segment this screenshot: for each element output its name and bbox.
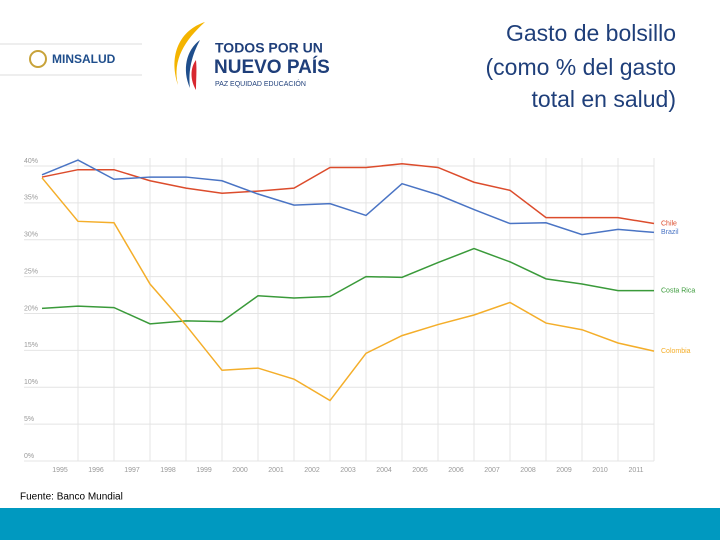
chart-title: (como % del gasto: [486, 54, 676, 80]
x-tick-label: 2002: [304, 467, 320, 474]
y-tick-label: 5%: [24, 416, 34, 423]
x-tick-label: 2009: [556, 467, 572, 474]
x-tick-label: 2008: [520, 467, 536, 474]
series-line: [41, 247, 654, 325]
x-tick-label: 1996: [88, 467, 104, 474]
source: Fuente: Banco Mundial: [20, 492, 123, 503]
x-tick-label: 2000: [232, 467, 248, 474]
series-line: [41, 163, 655, 225]
y-tick-label: 35%: [24, 195, 38, 202]
x-tick-label: 2005: [412, 467, 428, 474]
footer-bar: [0, 508, 720, 540]
y-tick-label: 15%: [24, 342, 38, 349]
x-tick-label: 2001: [268, 467, 284, 474]
logo-swoosh: [174, 22, 205, 85]
x-tick-label: 2003: [340, 467, 356, 474]
x-tick-label: 2006: [448, 467, 464, 474]
y-tick-label: 10%: [24, 379, 38, 386]
plot: 0% 5% 10% 15% 20% 25% 30% 35% 40% 1995 1996 1997 199…: [24, 158, 695, 474]
slogan: TODOS POR UN: [215, 40, 323, 56]
slogan: NUEVO PAÍS: [214, 56, 330, 78]
series-label: Colombia: [661, 348, 691, 355]
x-tick-label: 2011: [628, 467, 643, 474]
x-tick-label: 1997: [124, 467, 140, 474]
y-tick-label: 20%: [24, 305, 38, 312]
series-label: Chile: [661, 220, 677, 227]
ministry-emblem: [29, 50, 47, 68]
logo-swoosh: [185, 40, 200, 88]
y-tick-label: 25%: [24, 268, 38, 275]
series-line: [41, 177, 655, 402]
motto: PAZ EQUIDAD EDUCACIÓN: [215, 79, 306, 88]
series-line: [41, 159, 655, 236]
y-tick-label: 30%: [24, 232, 38, 239]
y-tick-label: 0%: [24, 453, 34, 460]
series-label: Costa Rica: [661, 287, 695, 294]
chart-title: total en salud): [532, 86, 676, 112]
ministry-logo: MINSALUD: [52, 52, 116, 66]
x-tick-label: 2007: [484, 467, 500, 474]
x-tick-label: 1999: [196, 467, 212, 474]
x-tick-label: 1998: [160, 467, 176, 474]
logo-swoosh: [191, 60, 197, 90]
x-tick-label: 1995: [52, 467, 68, 474]
x-tick-label: 2004: [376, 467, 392, 474]
y-tick-label: 40%: [24, 158, 38, 165]
x-tick-label: 2010: [592, 467, 608, 474]
series-label: Brazil: [661, 229, 679, 236]
chart-title: Gasto de bolsillo: [506, 20, 676, 46]
